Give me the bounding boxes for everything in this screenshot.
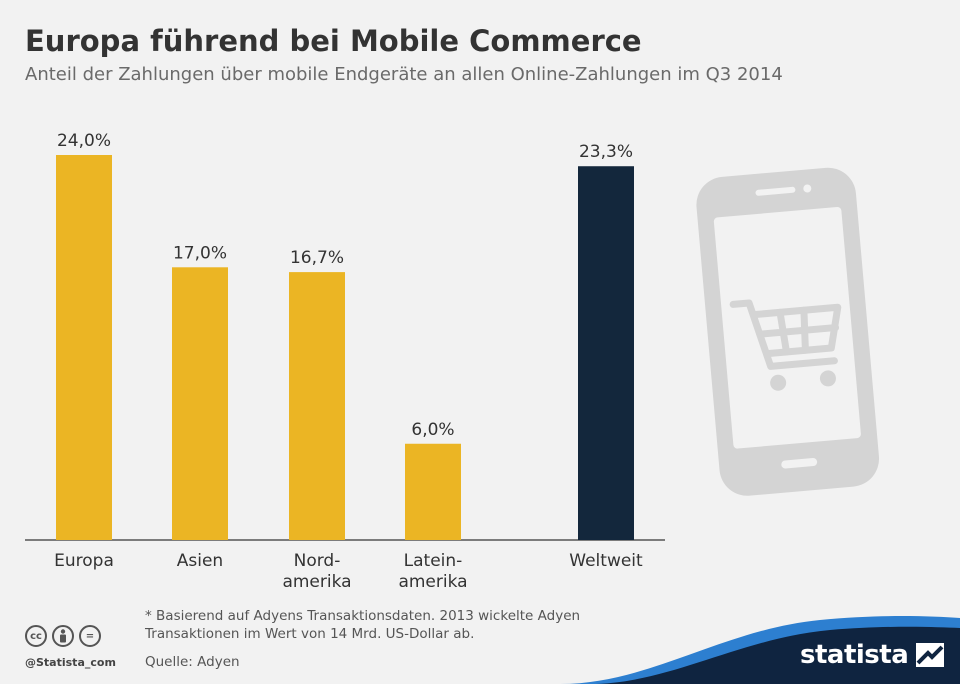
category-label: Asien	[177, 551, 223, 571]
bar	[289, 272, 345, 540]
category-label: Europa	[54, 551, 114, 571]
attribution-icon	[52, 625, 74, 647]
category-label: Weltweit	[569, 551, 643, 571]
bar	[578, 166, 634, 540]
category-label-line: amerika	[398, 572, 467, 592]
bar-value-label: 23,3%	[579, 142, 633, 162]
cc-icon: cc	[25, 625, 47, 647]
bar-chart: 24,0% Europa 17,0% Asien 16,7% Nord-amerika 6,…	[25, 131, 665, 592]
statista-logo[interactable]: statista	[800, 640, 945, 670]
category-label-line: Europa	[54, 551, 114, 571]
bar-value-label: 6,0%	[411, 420, 454, 440]
brand-wave	[560, 616, 960, 684]
category-label: Nord-amerika	[282, 551, 351, 592]
bar	[56, 155, 112, 540]
smartphone-shopping-cart-icon	[696, 167, 880, 496]
chart-subtitle: Anteil der Zahlungen über mobile Endgerä…	[25, 64, 783, 85]
category-label-line: Latein-	[404, 551, 463, 571]
license-icons: cc =	[25, 625, 101, 647]
category-label-line: Weltweit	[569, 551, 643, 571]
category-label-line: Nord-	[294, 551, 341, 571]
statista-logo-icon	[916, 643, 945, 667]
category-label-line: Asien	[177, 551, 223, 571]
bar-value-label: 17,0%	[173, 243, 227, 263]
bar-value-label: 16,7%	[290, 248, 344, 268]
source-note: Quelle: Adyen	[145, 654, 240, 670]
bar-value-label: 24,0%	[57, 131, 111, 151]
category-label-line: amerika	[282, 572, 351, 592]
bar	[405, 443, 461, 540]
statista-handle[interactable]: @Statista_com	[25, 656, 116, 669]
category-label: Latein-amerika	[398, 551, 467, 592]
footnote: * Basierend auf Adyens Transaktionsdaten…	[145, 608, 581, 642]
chart-title: Europa führend bei Mobile Commerce	[25, 24, 642, 58]
brand-name: statista	[800, 640, 909, 670]
no-derivatives-icon: =	[79, 625, 101, 647]
bar	[172, 267, 228, 540]
